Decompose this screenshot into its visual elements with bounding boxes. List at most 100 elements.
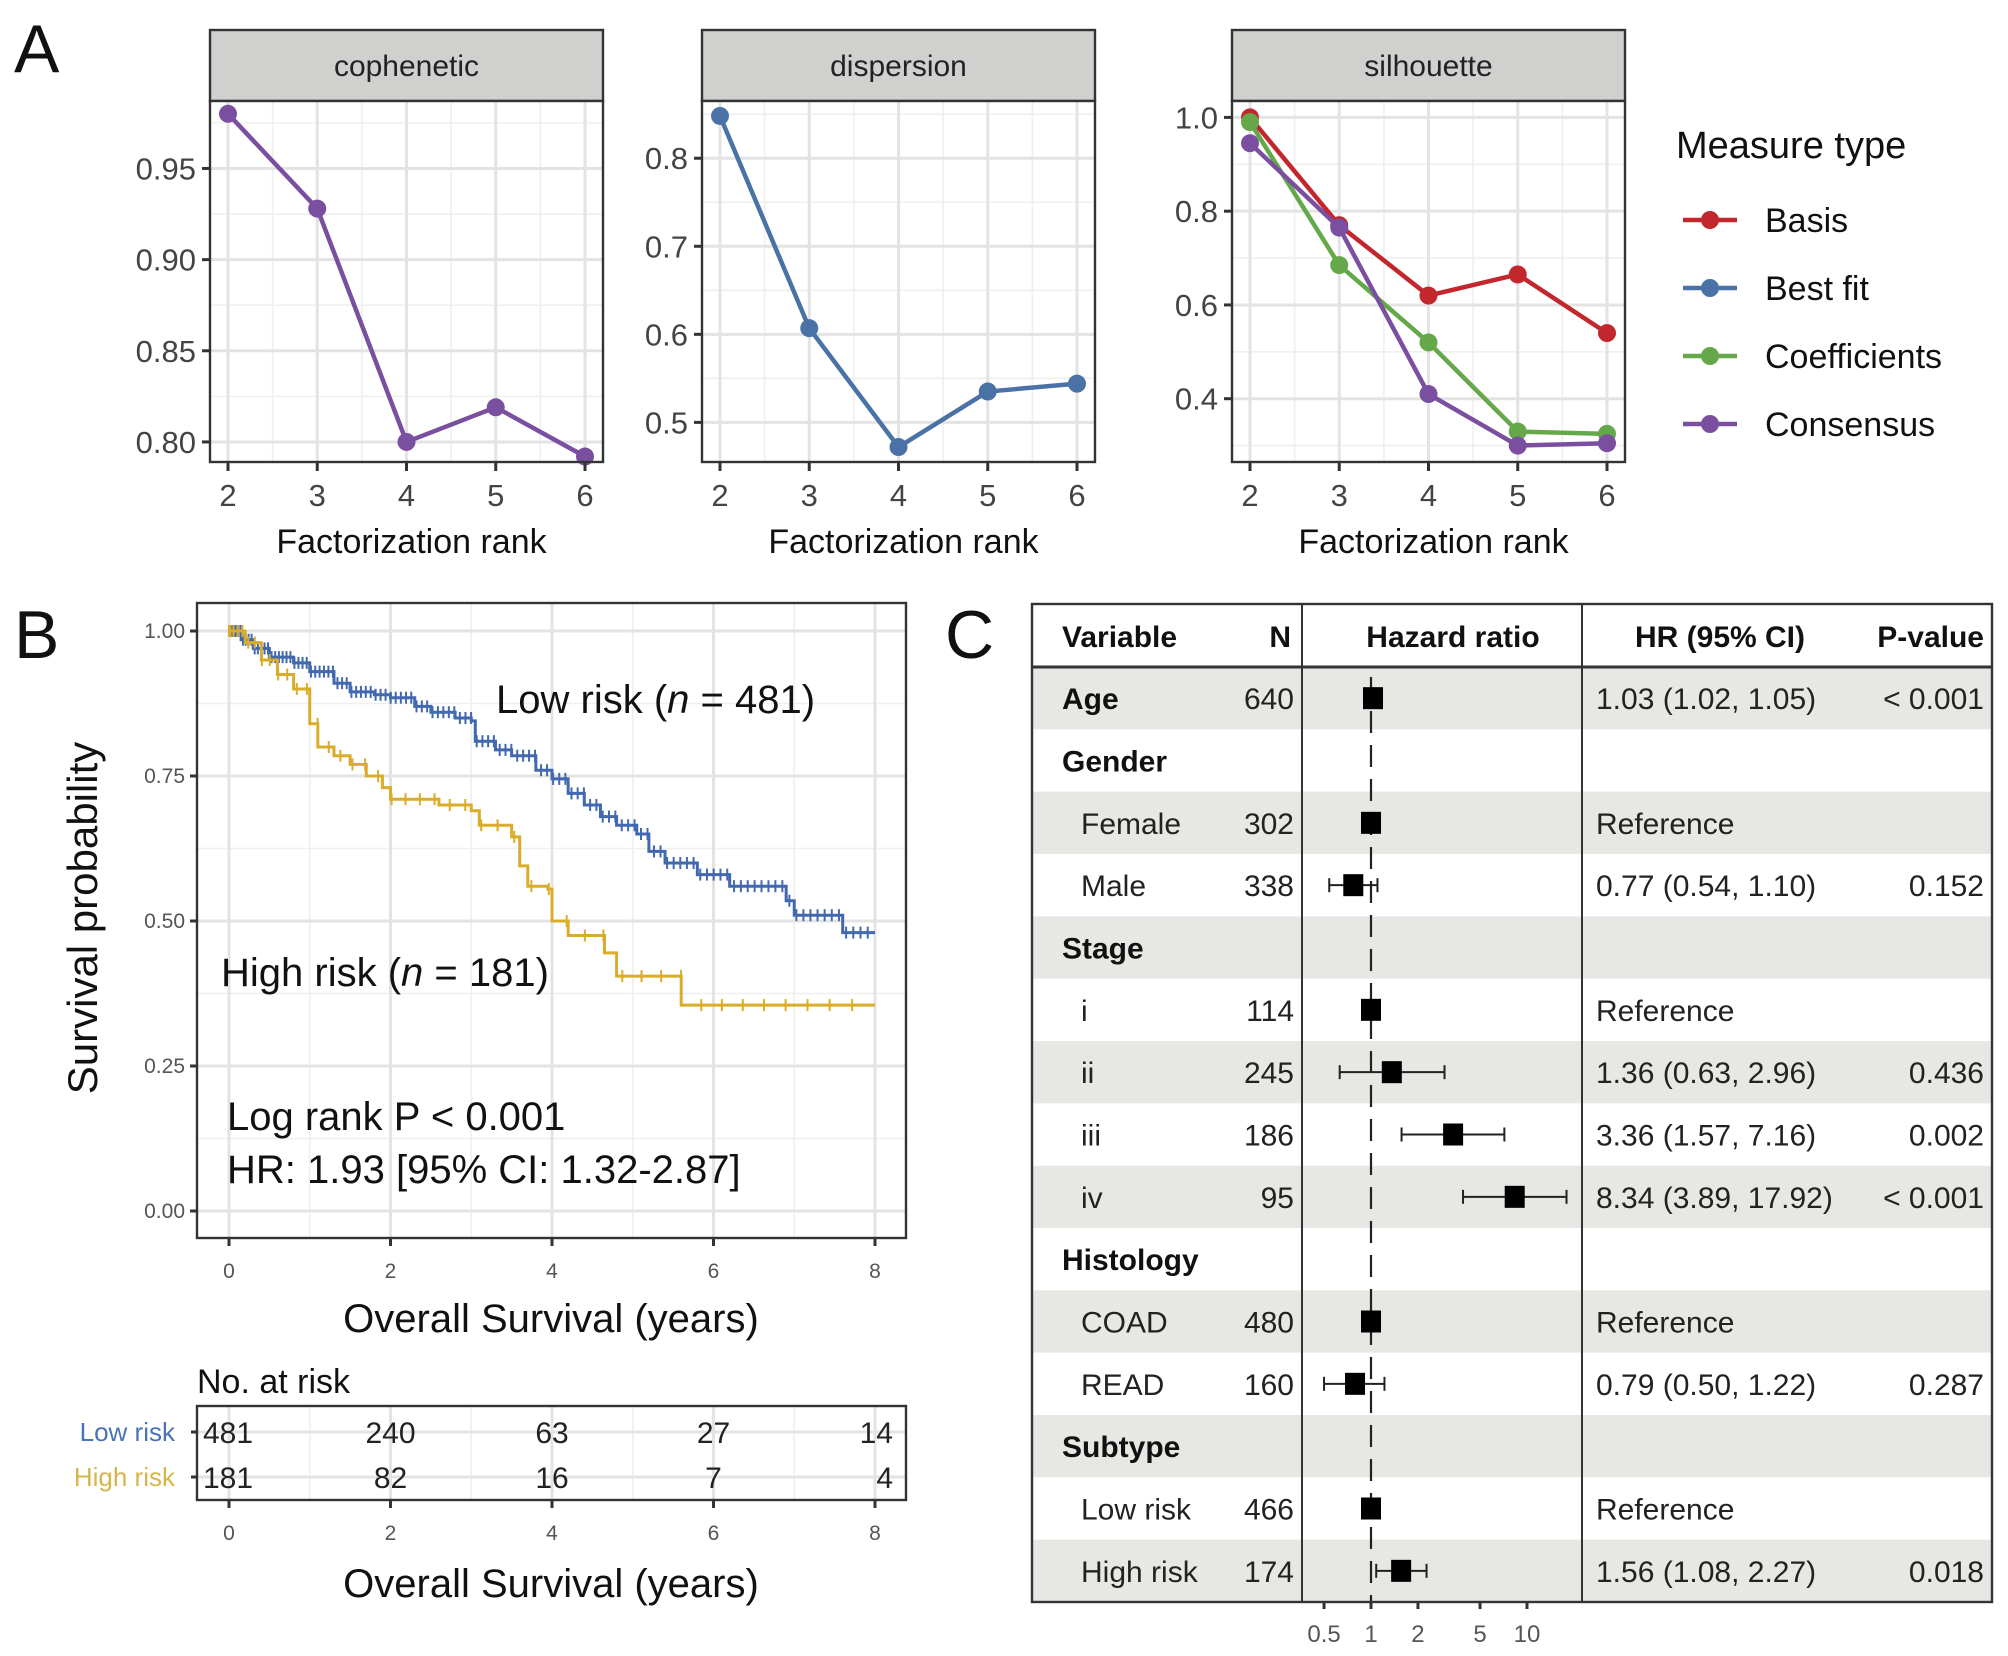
y-tick-label: 0.85 — [136, 334, 196, 369]
y-tick-label: 0.6 — [1175, 288, 1218, 323]
row-hr-ci: 0.77 (0.54, 1.10) — [1596, 870, 1816, 903]
panel-label-b: B — [14, 597, 59, 673]
row-hr-ci: Reference — [1596, 1494, 1734, 1527]
x-tick-label: 6 — [1598, 478, 1615, 513]
data-point-best-fit — [978, 382, 997, 401]
x-tick-label: 2 — [385, 1522, 397, 1545]
hr-point-estimate — [1361, 998, 1381, 1021]
forest-row: i 114 Reference — [1081, 995, 1734, 1028]
km-curve-high-risk — [228, 625, 875, 1012]
y-tick-label: 0.95 — [136, 151, 196, 186]
row-n: 245 — [1244, 1057, 1294, 1090]
data-point-best-fit — [800, 319, 819, 338]
risk-count: 16 — [535, 1462, 568, 1495]
hr-point-estimate — [1345, 1372, 1366, 1395]
row-variable: i — [1081, 995, 1088, 1028]
legend-label: Basis — [1765, 202, 1848, 240]
group-label-high-risk: High risk (n = 181) — [221, 951, 549, 995]
row-p-value: 0.436 — [1909, 1057, 1984, 1090]
hr-point-estimate — [1361, 1497, 1381, 1520]
row-p-value: < 0.001 — [1883, 1182, 1984, 1215]
row-variable: Gender — [1062, 746, 1167, 779]
forest-row: Subtype — [1062, 1431, 1180, 1464]
risk-count: 4 — [876, 1462, 893, 1495]
row-shading — [1032, 916, 1992, 979]
legend-key-point — [1701, 415, 1719, 433]
hr-point-estimate — [1343, 874, 1364, 897]
row-variable: High risk — [1081, 1556, 1199, 1589]
data-point-coefficients — [1330, 256, 1349, 275]
data-point-coefficients — [1508, 422, 1527, 441]
km-step-line — [229, 629, 875, 935]
panel-c-forest-plot: Variable N Hazard ratio HR (95% CI) P-value A… — [1030, 602, 1994, 1648]
forest-row: Low risk 466 Reference — [1081, 1494, 1734, 1527]
hr-point-estimate — [1363, 687, 1384, 710]
risk-count: 82 — [374, 1462, 407, 1495]
data-point-consensus — [1508, 436, 1527, 455]
y-tick-label: 0.8 — [645, 141, 688, 176]
facet-silhouette: silhouette 0.4 0.6 0.8 1.0 2 3 4 5 6 Factorization… — [1175, 28, 1627, 561]
forest-row: iii 186 3.36 (1.57, 7.16) 0.002 — [1081, 1120, 1984, 1153]
x-tick-label: 2 — [219, 478, 236, 513]
data-point-consensus — [219, 104, 237, 123]
legend-item-best-fit: Best fit — [1683, 270, 1869, 308]
y-tick-label: 0.75 — [144, 765, 185, 788]
x-tick-label: 3 — [1331, 478, 1348, 513]
facet-dispersion: dispersion 0.5 0.6 0.7 0.8 2 3 4 5 6 Factorization… — [645, 28, 1097, 561]
panel-label-a: A — [14, 11, 60, 87]
panel-label-c: C — [945, 597, 994, 673]
row-n: 302 — [1244, 808, 1294, 841]
x-tick-label: 6 — [576, 478, 593, 513]
row-n: 186 — [1244, 1120, 1294, 1153]
hr-point-estimate — [1391, 1559, 1412, 1582]
x-tick-label: 6 — [708, 1260, 720, 1283]
legend-key-point — [1701, 211, 1719, 229]
x-tick-label: 10 — [1514, 1621, 1541, 1648]
group-label-low-risk: Low risk (n = 481) — [496, 678, 815, 722]
row-variable: COAD — [1081, 1307, 1168, 1340]
legend-key-point — [1701, 279, 1719, 297]
row-hr-ci: 8.34 (3.89, 17.92) — [1596, 1182, 1833, 1215]
data-point-consensus — [397, 432, 416, 451]
legend-key-point — [1701, 347, 1719, 365]
row-variable: Age — [1062, 683, 1119, 716]
risk-table-x-axis-title: Overall Survival (years) — [343, 1562, 759, 1606]
x-tick-label: 3 — [309, 478, 326, 513]
hr-point-estimate — [1504, 1185, 1525, 1208]
x-tick-label: 8 — [869, 1260, 881, 1283]
forest-row: Stage — [1062, 933, 1144, 966]
x-tick-label: 0 — [223, 1260, 235, 1283]
row-p-value: 0.152 — [1909, 870, 1984, 903]
legend-title: Measure type — [1676, 125, 1906, 167]
panel-b-kaplan-meier: 0.00 0.25 0.50 0.75 1.00 0 2 4 6 8 Overall Surviva… — [59, 601, 908, 1341]
legend-label: Best fit — [1765, 270, 1869, 308]
row-hr-ci: Reference — [1596, 1307, 1734, 1340]
hr-point-estimate — [1361, 1310, 1381, 1333]
x-tick-label: 1 — [1364, 1621, 1377, 1648]
risk-count: 240 — [365, 1417, 415, 1450]
y-tick-label: 1.00 — [144, 620, 185, 643]
facet-strip-label: cophenetic — [334, 50, 479, 83]
facet-strip-label: dispersion — [830, 50, 967, 83]
legend-item-coefficients: Coefficients — [1683, 338, 1942, 376]
measure-type-legend: Measure type Basis Best fit Coefficients Con… — [1676, 125, 1942, 444]
data-point-consensus — [308, 199, 327, 218]
x-axis-title: Overall Survival (years) — [343, 1297, 759, 1341]
data-point-best-fit — [889, 438, 908, 457]
x-tick-label: 0.5 — [1307, 1621, 1340, 1648]
row-hr-ci: 1.36 (0.63, 2.96) — [1596, 1057, 1816, 1090]
row-variable: Male — [1081, 870, 1146, 903]
x-tick-label: 0 — [223, 1522, 235, 1545]
y-tick-label: 0.7 — [645, 229, 688, 264]
x-tick-label: 4 — [890, 478, 907, 513]
data-point-consensus — [486, 398, 505, 417]
data-point-consensus — [1330, 218, 1349, 237]
x-tick-label: 4 — [546, 1260, 558, 1283]
row-p-value: < 0.001 — [1883, 683, 1984, 716]
forest-row: Histology — [1062, 1244, 1199, 1277]
row-hr-ci: 1.56 (1.08, 2.27) — [1596, 1556, 1816, 1589]
row-hr-ci: Reference — [1596, 808, 1734, 841]
risk-count: 481 — [203, 1417, 253, 1450]
y-tick-label: 1.0 — [1175, 100, 1218, 135]
